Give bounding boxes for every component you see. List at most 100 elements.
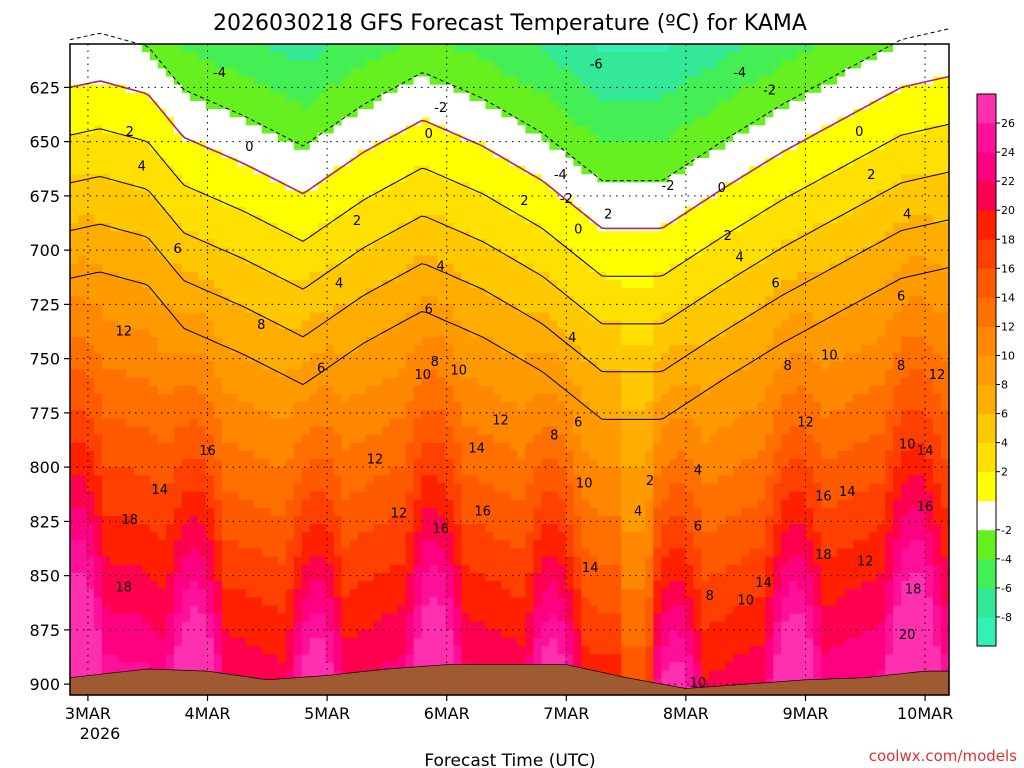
field-cell [325,450,335,460]
field-cell [397,68,407,78]
field-cell [205,247,215,257]
field-cell [333,255,343,265]
field-cell [469,475,479,485]
field-cell [141,60,151,70]
field-cell [165,239,175,249]
field-cell [309,288,319,297]
field-cell [269,336,279,346]
field-cell [309,385,319,395]
field-cell [557,304,567,314]
field-cell [517,174,527,183]
field-cell [557,467,567,476]
field-cell [77,255,87,265]
field-cell [413,621,423,631]
field-cell [157,84,167,94]
field-cell [261,214,271,224]
field-cell [237,271,247,281]
field-cell [189,572,199,582]
field-cell [509,483,519,493]
field-cell [333,174,343,183]
field-cell [429,141,439,151]
field-cell [221,304,231,314]
field-cell [389,141,399,151]
field-cell [149,92,159,102]
field-cell [181,231,191,240]
field-cell [517,654,527,664]
field-cell [421,605,431,615]
field-cell [245,662,255,672]
field-cell [181,100,191,110]
field-cell [109,182,119,192]
field-cell [453,125,463,135]
field-cell [301,296,311,305]
field-cell [149,524,159,533]
field-cell [117,377,127,387]
field-cell [525,638,535,647]
field-cell [373,377,383,387]
field-cell [453,393,463,403]
field-cell [101,442,111,452]
field-cell [405,442,415,452]
field-cell [469,182,479,192]
field-cell [421,336,431,346]
field-cell [309,377,319,387]
field-cell [461,214,471,224]
field-cell [117,507,127,517]
field-cell [213,475,223,485]
field-cell [245,133,255,143]
field-cell [133,581,143,590]
field-cell [509,312,519,322]
field-cell [381,662,391,672]
field-cell [549,638,559,647]
field-cell [117,141,127,151]
field-cell [533,304,543,314]
field-cell [237,174,247,183]
field-cell [181,263,191,273]
field-cell [221,109,231,118]
field-cell [221,638,231,647]
field-cell [373,467,383,476]
field-cell [133,353,143,362]
field-cell [269,296,279,305]
field-cell [525,336,535,346]
field-cell [333,483,343,493]
field-cell [461,125,471,135]
field-cell [501,279,511,289]
field-cell [357,174,367,183]
field-cell [541,76,551,86]
field-cell [165,141,175,151]
field-cell [133,556,143,566]
field-cell [477,166,487,175]
field-cell [549,109,559,118]
field-cell [117,515,127,525]
field-cell [285,434,295,444]
field-cell [533,182,543,192]
field-cell [325,459,335,468]
field-cell [381,255,391,265]
field-cell [277,133,287,143]
field-cell [277,76,287,86]
field-cell [325,198,335,208]
field-cell [525,597,535,607]
field-cell [285,117,295,126]
field-cell [157,100,167,110]
field-cell [213,353,223,362]
field-cell [181,556,191,566]
field-cell [381,507,391,517]
field-cell [229,271,239,281]
field-cell [213,459,223,468]
field-cell [133,662,143,672]
field-cell [557,507,567,517]
field-cell [85,125,95,135]
field-cell [549,621,559,631]
field-cell [501,426,511,436]
field-cell [405,654,415,664]
field-cell [373,288,383,297]
field-cell [309,572,319,582]
field-cell [285,532,295,541]
field-cell [317,597,327,607]
field-cell [301,361,311,371]
field-cell [77,166,87,175]
field-cell [213,646,223,655]
field-cell [485,190,495,200]
